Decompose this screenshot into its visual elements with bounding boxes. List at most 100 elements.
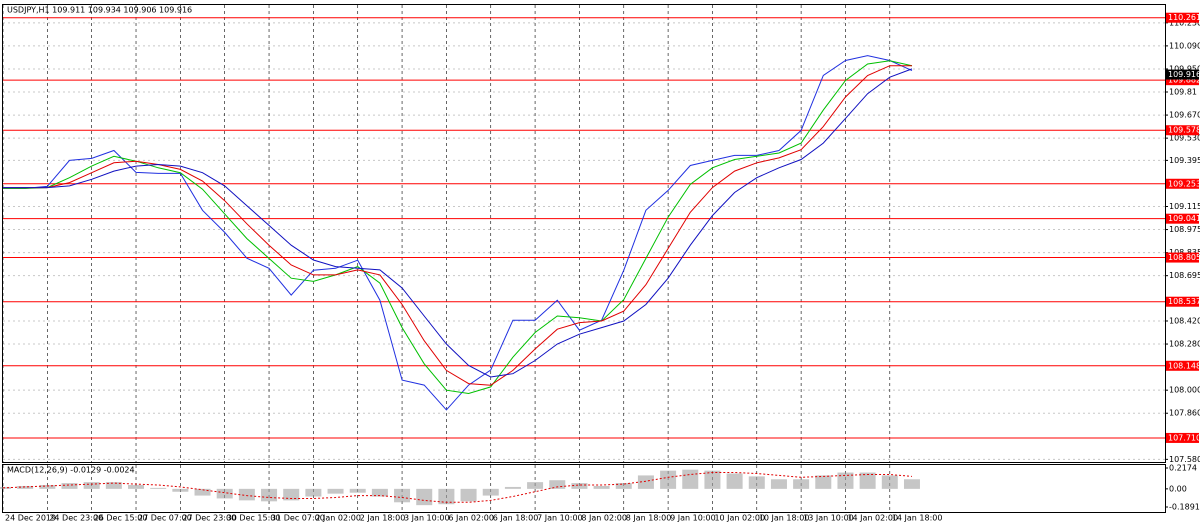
macd-bar [903,479,920,489]
level-label: 109.578 [1168,126,1200,135]
level-label: 109.253 [1168,179,1200,188]
macd-title: MACD(12,26,9) -0.0129 -0.0024 [7,466,135,475]
level-label-box [1166,178,1199,189]
x-tick-label: 7 Jan 10:00 [537,514,583,523]
macd-bar [881,475,898,489]
macd-bar [504,486,521,489]
macd-bar [371,488,388,497]
y-tick-label: 108.420 [1169,316,1200,325]
macd-bar [615,483,632,489]
macd-bar [660,470,677,489]
y-tick-label: 108.280 [1169,340,1200,349]
macd-bar [637,475,654,489]
x-tick-label: 6 Jan 18:00 [493,514,539,523]
macd-bar [682,469,699,489]
y-tick-label: 0.2174 [1169,464,1197,473]
macd-bar [748,476,765,489]
macd-bar [837,472,854,489]
level-label: 107.710 [1168,433,1200,442]
macd-bar [327,488,344,494]
y-tick-label: 109.530 [1169,134,1200,143]
macd-bar [305,488,322,497]
bid-label: 109.916 [1168,70,1200,79]
chart-title: USDJPY,H1 109.911 109.934 109.906 109.91… [7,6,192,15]
macd-bar [571,483,588,489]
level-label: 108.805 [1168,253,1200,262]
level-label-box [1166,432,1199,443]
macd-bar [482,488,499,496]
x-tick-label: 24 Dec 23:00 [49,514,103,523]
macd-bar [0,486,11,489]
macd-bar [438,488,455,505]
level-label-box [1166,360,1199,371]
x-tick-label: 8 Jan 18:00 [626,514,672,523]
macd-bar [61,483,78,489]
macd-bar [704,470,721,489]
macd-bar [815,475,832,489]
y-tick-label: 109.670 [1169,111,1200,120]
level-label: 110.261 [1168,13,1200,22]
x-tick-label: 27 Dec 23:00 [182,514,236,523]
y-tick-label: 109.115 [1169,202,1200,211]
x-tick-label: 27 Dec 07:00 [138,514,192,523]
macd-bar [238,488,255,501]
series-line [3,65,912,386]
y-tick-label: 110.230 [1169,18,1200,27]
y-tick-label: 108.000 [1169,386,1200,395]
macd-bar [83,482,100,489]
macd-bar [283,488,300,501]
y-tick-label: 107.580 [1169,455,1200,464]
level-label-box [1166,125,1199,136]
level-label-box [1166,252,1199,263]
macd-bar [416,488,433,506]
macd-bar [394,488,411,503]
y-tick-label: 109.395 [1169,156,1200,165]
macd-bar [593,485,610,489]
series-line [2,472,913,503]
level-label: 109.041 [1168,214,1200,223]
macd-bar [527,482,544,489]
macd-bar [216,488,233,499]
y-tick-label: 108.975 [1169,225,1200,234]
macd-bar [549,480,566,489]
macd-bar [460,488,477,502]
x-tick-label: 8 Jan 02:00 [581,514,627,523]
macd-bar [793,479,810,489]
x-tick-label: 14 Jan 02:00 [847,514,898,523]
macd-bar [770,479,787,489]
x-tick-label: 24 Dec 2019 [5,514,56,523]
macd-bar [261,488,278,502]
x-tick-label: 30 Dec 15:00 [227,514,281,523]
level-label-box [1166,213,1199,224]
level-label: 108.148 [1168,361,1200,370]
macd-bar [726,473,743,489]
main-frame [2,4,1166,463]
bid-box [1166,69,1199,80]
x-tick-label: 2 Jan 02:00 [315,514,361,523]
level-label: 109.882 [1168,76,1200,85]
level-label-box [1166,12,1199,23]
macd-bar [150,487,167,489]
y-tick-label: 107.860 [1169,409,1200,418]
y-tick-label: 0.00 [1169,484,1187,493]
x-tick-label: 14 Jan 18:00 [892,514,943,523]
macd-bar [349,488,366,493]
series-line [3,55,913,411]
y-tick-label: 110.090 [1169,41,1200,50]
x-tick-label: 13 Jan 10:00 [803,514,854,523]
y-tick-label: -0.1891 [1169,503,1200,512]
macd-bar [128,485,145,489]
series-line [3,68,913,378]
macd-bar [17,485,34,489]
x-tick-label: 6 Jan 02:00 [448,514,494,523]
x-tick-label: 9 Jan 10:00 [670,514,716,523]
y-tick-label: 108.695 [1169,271,1200,280]
x-tick-label: 10 Jan 18:00 [759,514,810,523]
x-tick-label: 2 Jan 18:00 [360,514,406,523]
macd-bar [105,482,122,489]
y-tick-label: 109.950 [1169,64,1200,73]
series-line [3,60,913,395]
x-tick-label: 3 Jan 10:00 [404,514,450,523]
x-tick-label: 26 Dec 15:00 [94,514,148,523]
